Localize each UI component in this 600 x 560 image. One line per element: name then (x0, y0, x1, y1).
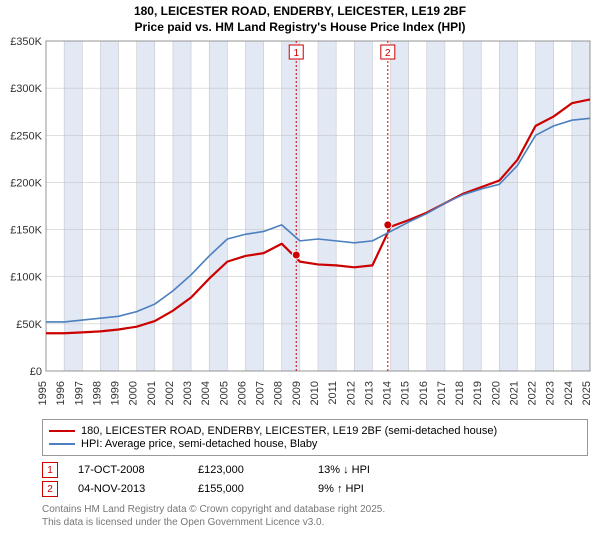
legend: 180, LEICESTER ROAD, ENDERBY, LEICESTER,… (42, 419, 588, 456)
svg-text:2002: 2002 (164, 381, 176, 405)
svg-text:2022: 2022 (527, 381, 539, 405)
svg-text:2024: 2024 (563, 381, 575, 405)
footer-line-1: Contains HM Land Registry data © Crown c… (42, 503, 588, 516)
svg-text:2000: 2000 (128, 381, 140, 405)
svg-text:2005: 2005 (218, 381, 230, 405)
event-date: 17-OCT-2008 (78, 464, 198, 476)
svg-text:2020: 2020 (490, 381, 502, 405)
svg-text:£0: £0 (30, 366, 42, 378)
event-date: 04-NOV-2013 (78, 483, 198, 495)
svg-text:2017: 2017 (436, 381, 448, 405)
svg-text:2011: 2011 (327, 381, 339, 405)
svg-text:2009: 2009 (291, 381, 303, 405)
event-row: 1 17-OCT-2008£123,00013% ↓ HPI (42, 462, 588, 478)
svg-text:1997: 1997 (73, 381, 85, 405)
event-marker: 1 (42, 462, 58, 478)
event-marker: 2 (42, 481, 58, 497)
svg-text:1996: 1996 (55, 381, 67, 405)
svg-text:2021: 2021 (508, 381, 520, 405)
legend-label: 180, LEICESTER ROAD, ENDERBY, LEICESTER,… (81, 425, 497, 437)
svg-text:£250K: £250K (10, 130, 42, 142)
svg-text:£150K: £150K (10, 225, 42, 237)
footer-attribution: Contains HM Land Registry data © Crown c… (42, 503, 588, 529)
event-delta: 9% ↑ HPI (318, 483, 438, 495)
legend-swatch (49, 430, 75, 433)
line-chart-svg: £0 £50K £100K £150K £200K £250K £300K £350K 1 2 19… (0, 35, 600, 415)
svg-text:2015: 2015 (400, 381, 412, 405)
event-table: 1 17-OCT-2008£123,00013% ↓ HPI 2 04-NOV-201… (42, 462, 588, 497)
svg-text:£300K: £300K (10, 83, 42, 95)
event-delta: 13% ↓ HPI (318, 464, 438, 476)
svg-text:2007: 2007 (255, 381, 267, 405)
svg-text:2004: 2004 (200, 381, 212, 405)
title-line-2: Price paid vs. HM Land Registry's House … (0, 20, 600, 36)
svg-text:£50K: £50K (16, 319, 42, 331)
title-line-1: 180, LEICESTER ROAD, ENDERBY, LEICESTER,… (0, 4, 600, 20)
legend-label: HPI: Average price, semi-detached house,… (81, 438, 317, 450)
svg-text:£200K: £200K (10, 178, 42, 190)
svg-text:2013: 2013 (363, 381, 375, 405)
footer-line-2: This data is licensed under the Open Gov… (42, 516, 588, 529)
svg-text:1: 1 (293, 48, 299, 59)
legend-swatch (49, 443, 75, 445)
svg-text:2010: 2010 (309, 381, 321, 405)
svg-text:2012: 2012 (345, 381, 357, 405)
svg-text:2025: 2025 (581, 381, 593, 405)
svg-text:2001: 2001 (146, 381, 158, 405)
svg-text:2018: 2018 (454, 381, 466, 405)
svg-text:2: 2 (385, 48, 391, 59)
svg-text:£350K: £350K (10, 36, 42, 48)
svg-text:£100K: £100K (10, 272, 42, 284)
chart-area: £0 £50K £100K £150K £200K £250K £300K £350K 1 2 19… (0, 35, 600, 415)
svg-text:2019: 2019 (472, 381, 484, 405)
svg-text:1998: 1998 (91, 381, 103, 405)
event-row: 2 04-NOV-2013£155,0009% ↑ HPI (42, 481, 588, 497)
svg-text:2003: 2003 (182, 381, 194, 405)
svg-text:2023: 2023 (545, 381, 557, 405)
event-price: £155,000 (198, 483, 318, 495)
event-price: £123,000 (198, 464, 318, 476)
svg-text:2006: 2006 (236, 381, 248, 405)
legend-item: HPI: Average price, semi-detached house,… (49, 438, 581, 450)
svg-text:2014: 2014 (382, 381, 394, 405)
svg-text:2008: 2008 (273, 381, 285, 405)
svg-text:1999: 1999 (110, 381, 122, 405)
legend-item: 180, LEICESTER ROAD, ENDERBY, LEICESTER,… (49, 425, 581, 437)
chart-title: 180, LEICESTER ROAD, ENDERBY, LEICESTER,… (0, 0, 600, 35)
svg-text:2016: 2016 (418, 381, 430, 405)
svg-text:1995: 1995 (37, 381, 49, 405)
